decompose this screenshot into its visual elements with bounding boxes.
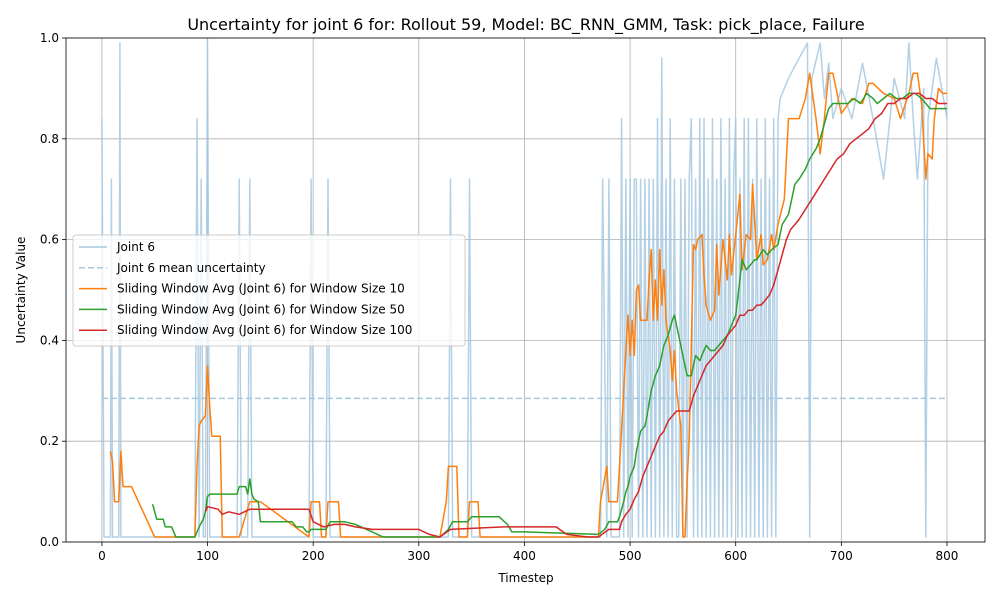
series-line-5 xyxy=(204,92,947,538)
y-tick-label: 0.4 xyxy=(40,333,59,347)
chart-title: Uncertainty for joint 6 for: Rollout 59,… xyxy=(187,15,864,35)
legend-label-2: Joint 6 mean uncertainty xyxy=(116,261,266,275)
legend-label-4: Sliding Window Avg (Joint 6) for Window … xyxy=(117,302,405,316)
y-tick-label: 0.8 xyxy=(40,132,59,146)
x-tick-label: 700 xyxy=(830,549,853,563)
series-line-4 xyxy=(151,92,947,538)
y-tick-label: 0.6 xyxy=(40,233,59,247)
y-tick-label: 0.2 xyxy=(40,434,59,448)
plot-area: 0 100 200 300 400 500 600 700 800 0.0 0.2 0.4 0.6 0.8… xyxy=(40,31,986,563)
y-axis-label: Uncertainty Value xyxy=(14,237,28,344)
x-axis-label: Timestep xyxy=(497,571,553,585)
x-tick-label: 500 xyxy=(619,549,642,563)
x-tick-label: 200 xyxy=(302,549,325,563)
x-tick-label: 600 xyxy=(724,549,747,563)
legend-label-5: Sliding Window Avg (Joint 6) for Window … xyxy=(117,323,412,337)
series-group xyxy=(101,38,948,538)
y-tick-label: 1.0 xyxy=(40,31,59,45)
legend: Joint 6 Joint 6 mean uncertainty Sliding W… xyxy=(72,234,466,347)
legend-box xyxy=(72,234,466,347)
series-line-1 xyxy=(101,38,948,538)
x-tick-label: 800 xyxy=(936,549,959,563)
legend-label-3: Sliding Window Avg (Joint 6) for Window … xyxy=(117,282,405,296)
plot-frame xyxy=(65,37,986,543)
x-tick-label: 100 xyxy=(196,549,219,563)
x-tick-label: 0 xyxy=(98,549,106,563)
x-tick-label: 400 xyxy=(513,549,536,563)
y-tick-label: 0.0 xyxy=(40,535,59,549)
x-tick-label: 300 xyxy=(407,549,430,563)
legend-label-1: Joint 6 xyxy=(116,240,155,254)
